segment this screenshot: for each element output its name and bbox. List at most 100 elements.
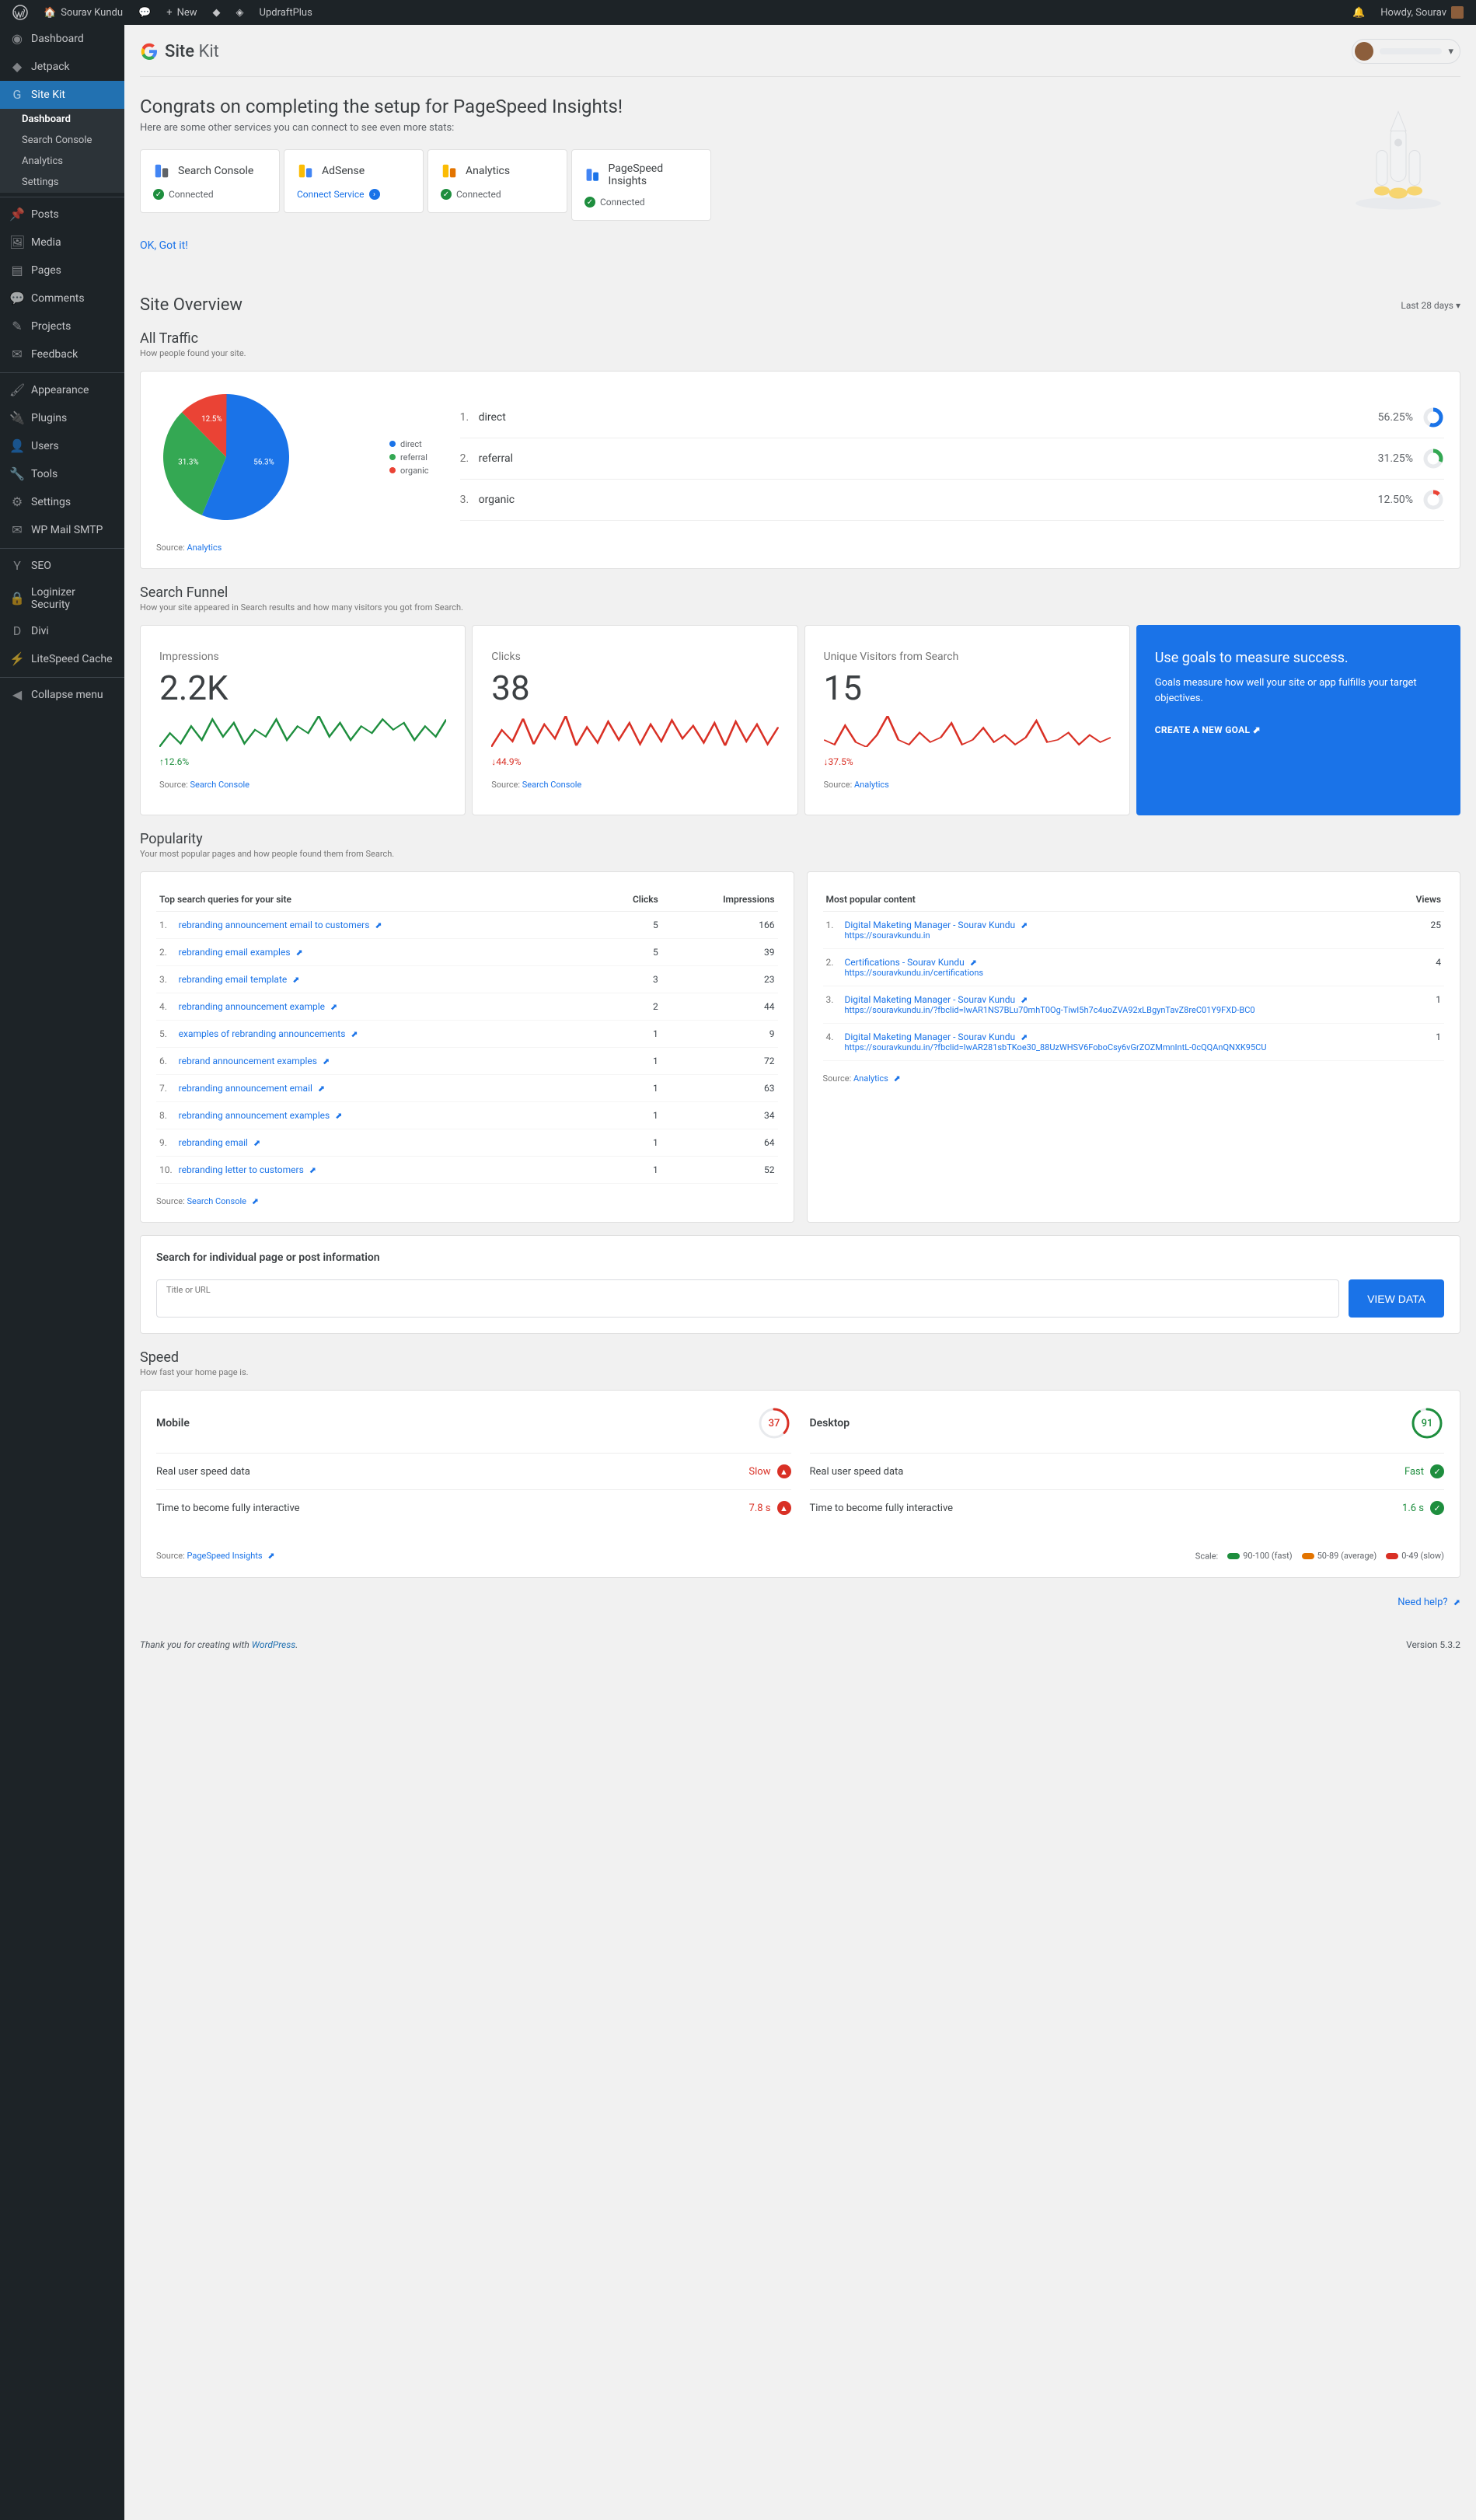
wp-logo-menu[interactable] xyxy=(6,0,34,25)
menu-icon: G xyxy=(9,87,25,103)
all-traffic-title: All Traffic xyxy=(140,330,1460,347)
sidebar-item-site-kit[interactable]: G Site Kit xyxy=(0,81,124,109)
external-link-icon: ⬈ xyxy=(330,1002,337,1012)
sidebar-item-projects[interactable]: ✎Projects xyxy=(0,312,124,340)
notifications[interactable]: 🔔 xyxy=(1346,0,1371,25)
external-link-icon: ⬈ xyxy=(318,1084,325,1094)
sidebar-item-feedback[interactable]: ✉Feedback xyxy=(0,340,124,368)
need-help-link[interactable]: Need help? ⬈ xyxy=(1397,1597,1460,1608)
content-row[interactable]: 4.Digital Maketing Manager - Sourav Kund… xyxy=(823,1024,1445,1061)
seo-link[interactable]: ◆ xyxy=(207,0,227,25)
menu-icon: ⚙ xyxy=(9,494,25,510)
queries-source-link[interactable]: Search Console ⬈ xyxy=(187,1196,258,1206)
wordpress-link[interactable]: WordPress xyxy=(252,1639,296,1650)
sidebar-item-settings[interactable]: ⚙ Settings xyxy=(0,488,124,516)
svg-text:56.3%: 56.3% xyxy=(253,459,274,467)
service-icon xyxy=(584,166,601,183)
sidebar-item-media[interactable]: 🖼Media xyxy=(0,229,124,257)
create-goal-link[interactable]: CREATE A NEW GOAL ⬈ xyxy=(1155,724,1442,735)
submenu-item-dashboard[interactable]: Dashboard xyxy=(0,109,124,130)
admin-sidebar: ◉Dashboard◆Jetpack G Site Kit DashboardSear… xyxy=(0,25,124,2520)
external-link-icon: ⬈ xyxy=(351,1029,358,1039)
traffic-row-direct[interactable]: 1.direct56.25% xyxy=(460,397,1444,438)
menu-label: Comments xyxy=(31,292,85,305)
query-row[interactable]: 6.rebrand announcement examples ⬈172 xyxy=(156,1048,778,1075)
sidebar-item-collapse-menu[interactable]: ◀Collapse menu xyxy=(0,681,124,709)
speed-title: Speed xyxy=(140,1349,1460,1366)
speed-source-link[interactable]: PageSpeed Insights ⬈ xyxy=(187,1551,274,1561)
query-row[interactable]: 2.rebranding email examples ⬈539 xyxy=(156,939,778,966)
sidebar-item-comments[interactable]: 💬 Comments xyxy=(0,284,124,312)
menu-icon: 🔒 xyxy=(9,591,25,606)
query-row[interactable]: 10.rebranding letter to customers ⬈152 xyxy=(156,1157,778,1184)
service-icon xyxy=(297,162,314,180)
query-row[interactable]: 9.rebranding email ⬈164 xyxy=(156,1129,778,1157)
query-row[interactable]: 4.rebranding announcement example ⬈244 xyxy=(156,993,778,1021)
menu-label: WP Mail SMTP xyxy=(31,524,103,536)
comments-link[interactable]: 💬 xyxy=(132,0,157,25)
svg-text:91: 91 xyxy=(1422,1418,1433,1429)
updraft-link[interactable]: UpdraftPlus xyxy=(253,0,319,25)
query-row[interactable]: 7.rebranding announcement email ⬈163 xyxy=(156,1075,778,1102)
sidebar-item-posts[interactable]: 📌Posts xyxy=(0,201,124,229)
sidebar-item-seo[interactable]: YSEO xyxy=(0,552,124,580)
content-row[interactable]: 2.Certifications - Sourav Kundu ⬈https:/… xyxy=(823,949,1445,986)
user-account-menu[interactable]: ▾ xyxy=(1352,39,1460,64)
traffic-row-referral[interactable]: 2.referral31.25% xyxy=(460,438,1444,480)
menu-icon: ◀ xyxy=(9,687,25,703)
divi-link[interactable]: ◈ xyxy=(230,0,250,25)
query-row[interactable]: 3.rebranding email template ⬈323 xyxy=(156,966,778,993)
sidebar-item-dashboard[interactable]: ◉Dashboard xyxy=(0,25,124,53)
submenu-item-search-console[interactable]: Search Console xyxy=(0,130,124,151)
sidebar-item-wp-mail-smtp[interactable]: ✉WP Mail SMTP xyxy=(0,516,124,544)
sidebar-item-loginizer-security[interactable]: 🔒Loginizer Security xyxy=(0,580,124,617)
view-data-button[interactable]: VIEW DATA xyxy=(1349,1279,1444,1318)
sidebar-item-litespeed-cache[interactable]: ⚡LiteSpeed Cache xyxy=(0,645,124,673)
content-row[interactable]: 1.Digital Maketing Manager - Sourav Kund… xyxy=(823,912,1445,949)
content-row[interactable]: 3.Digital Maketing Manager - Sourav Kund… xyxy=(823,986,1445,1024)
sidebar-item-divi[interactable]: DDivi xyxy=(0,617,124,645)
svg-text:12.5%: 12.5% xyxy=(201,415,222,424)
menu-icon: 🔌 xyxy=(9,410,25,426)
external-link-icon: ⬈ xyxy=(335,1111,342,1121)
url-search-input[interactable] xyxy=(166,1296,1329,1308)
menu-icon: Y xyxy=(9,558,25,574)
sidebar-item-users[interactable]: 👤Users xyxy=(0,432,124,460)
service-card-pagespeed-insights: PageSpeed Insights✓Connected xyxy=(571,149,711,221)
ok-got-it-link[interactable]: OK, Got it! xyxy=(140,239,1460,252)
submenu-item-analytics[interactable]: Analytics xyxy=(0,151,124,172)
howdy-user[interactable]: Howdy, Sourav xyxy=(1374,0,1470,25)
check-icon: ✓ xyxy=(153,189,164,200)
traffic-row-organic[interactable]: 3.organic12.50% xyxy=(460,480,1444,521)
rocket-illustration xyxy=(1336,96,1460,221)
submenu-item-settings[interactable]: Settings xyxy=(0,172,124,193)
date-range-picker[interactable]: Last 28 days ▾ xyxy=(1401,300,1460,311)
sitekit-logo: Site Kit xyxy=(140,42,219,61)
user-avatar-icon xyxy=(1355,42,1373,61)
menu-label: Tools xyxy=(31,468,58,480)
url-input-label: Title or URL xyxy=(166,1285,211,1295)
sidebar-item-tools[interactable]: 🔧Tools xyxy=(0,460,124,488)
menu-label: Site Kit xyxy=(31,89,65,101)
menu-label: Settings xyxy=(31,496,71,508)
query-row[interactable]: 8.rebranding announcement examples ⬈134 xyxy=(156,1102,778,1129)
query-row[interactable]: 1.rebranding announcement email to custo… xyxy=(156,912,778,939)
external-link-icon: ⬈ xyxy=(1021,995,1028,1005)
sidebar-item-plugins[interactable]: 🔌Plugins xyxy=(0,404,124,432)
search-funnel-subtitle: How your site appeared in Search results… xyxy=(140,602,1460,613)
sidebar-item-appearance[interactable]: 🖌Appearance xyxy=(0,376,124,404)
popular-content-card: Most popular contentViews1.Digital Maket… xyxy=(807,871,1461,1223)
menu-icon: 💬 xyxy=(9,291,25,306)
top-queries-table: Top search queries for your siteClicksIm… xyxy=(156,888,778,1184)
score-ring: 91 xyxy=(1410,1406,1444,1440)
site-name-link[interactable]: 🏠Sourav Kundu xyxy=(37,0,129,25)
connect-service-link[interactable]: Connect Service › xyxy=(297,189,410,200)
sidebar-item-jetpack[interactable]: ◆Jetpack xyxy=(0,53,124,81)
menu-label: Media xyxy=(31,236,61,249)
sidebar-item-pages[interactable]: ▤Pages xyxy=(0,257,124,284)
new-content-link[interactable]: +New xyxy=(160,0,203,25)
query-row[interactable]: 5.examples of rebranding announcements ⬈… xyxy=(156,1021,778,1048)
content-source-link[interactable]: Analytics ⬈ xyxy=(853,1073,901,1084)
service-icon xyxy=(153,162,170,180)
traffic-sources-list: 1.direct56.25%2.referral31.25%3.organic1… xyxy=(460,397,1444,521)
